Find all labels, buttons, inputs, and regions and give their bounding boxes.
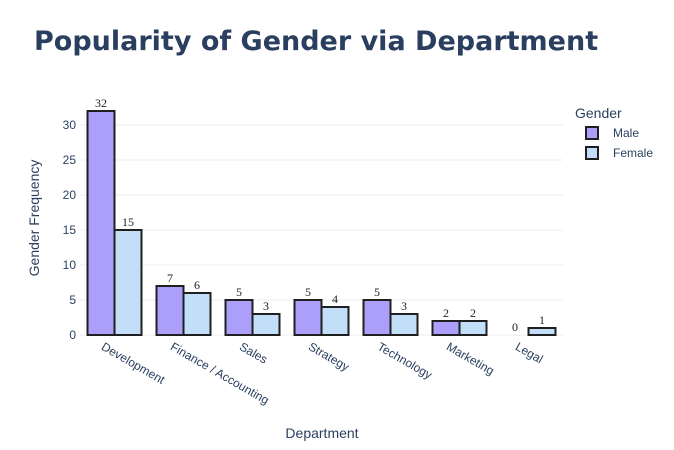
data-label: 32 xyxy=(95,96,107,110)
legend-item-male[interactable]: Male xyxy=(613,126,639,140)
legend-swatch-female[interactable] xyxy=(585,146,599,160)
data-label: 2 xyxy=(470,306,476,320)
bar-female xyxy=(182,292,212,336)
chart-title: Popularity of Gender via Department xyxy=(34,26,598,57)
bar-male xyxy=(155,285,185,336)
bar-male xyxy=(431,320,461,336)
data-label: 7 xyxy=(167,271,173,285)
x-tick-label: Marketing xyxy=(444,339,497,377)
data-label: 2 xyxy=(443,306,449,320)
data-label: 1 xyxy=(539,313,545,327)
data-label: 5 xyxy=(305,285,311,299)
data-label: 3 xyxy=(401,299,407,313)
y-tick-label: 10 xyxy=(63,258,77,272)
bar-female xyxy=(527,327,557,336)
bar-male xyxy=(362,299,392,336)
data-label: 0 xyxy=(512,320,518,334)
bar-female xyxy=(458,320,488,336)
y-axis-ticks: 0 5 10 15 20 25 30 xyxy=(63,118,77,342)
bar-female xyxy=(251,313,281,336)
x-tick-label: Strategy xyxy=(306,339,352,373)
y-tick-label: 15 xyxy=(63,223,77,237)
data-label: 15 xyxy=(122,215,134,229)
y-axis-title: Gender Frequency xyxy=(26,160,42,277)
y-tick-label: 30 xyxy=(63,118,77,132)
x-tick-label: Technology xyxy=(375,339,435,381)
data-label: 3 xyxy=(263,299,269,313)
bar-female xyxy=(320,306,350,336)
data-label: 5 xyxy=(374,285,380,299)
y-tick-label: 25 xyxy=(63,153,77,167)
bar-female xyxy=(389,313,419,336)
bar-male xyxy=(293,299,323,336)
y-tick-label: 20 xyxy=(63,188,77,202)
x-tick-label: Sales xyxy=(237,339,270,366)
bars xyxy=(86,110,557,336)
legend-title: Gender xyxy=(575,105,622,121)
legend: Gender Male Female xyxy=(575,105,653,160)
x-axis-title: Department xyxy=(285,425,358,441)
data-label: 4 xyxy=(332,292,338,306)
bar-male xyxy=(224,299,254,336)
bar-female xyxy=(113,229,143,336)
legend-swatch-male[interactable] xyxy=(585,126,599,140)
data-label: 6 xyxy=(194,278,200,292)
x-tick-label: Development xyxy=(99,339,168,387)
data-label: 5 xyxy=(236,285,242,299)
bar-male xyxy=(86,110,116,336)
x-tick-label: Legal xyxy=(513,339,545,366)
y-tick-label: 0 xyxy=(69,328,76,342)
legend-item-female[interactable]: Female xyxy=(613,146,653,160)
y-tick-label: 5 xyxy=(69,293,76,307)
